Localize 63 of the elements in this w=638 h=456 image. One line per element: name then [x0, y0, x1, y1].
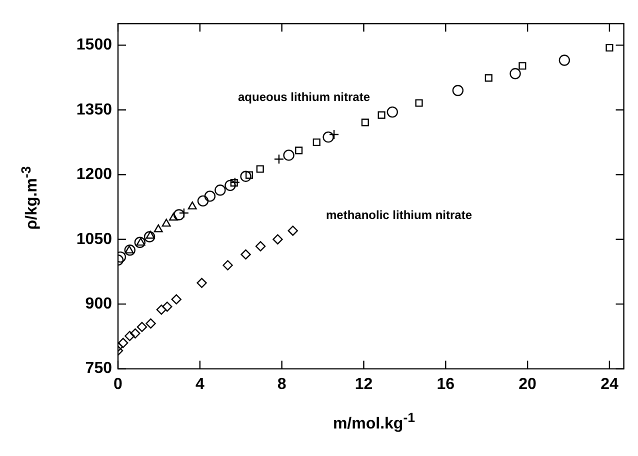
point [144, 231, 156, 242]
point [222, 260, 233, 270]
point [154, 224, 163, 232]
point [124, 244, 136, 256]
point [240, 170, 252, 182]
x-tick-label: 0 [114, 376, 123, 393]
point [452, 84, 464, 96]
y-tick-label: 900 [85, 295, 112, 312]
point [510, 68, 521, 80]
point [173, 209, 185, 220]
point [171, 294, 182, 304]
point [386, 106, 398, 118]
point [322, 131, 334, 143]
annotation: methanolic lithium nitrate [326, 208, 472, 222]
x-tick-label: 4 [195, 376, 204, 393]
point [274, 154, 284, 164]
point [124, 330, 135, 342]
point [130, 328, 140, 339]
point [558, 54, 570, 66]
x-axis-title: m/mol.kg$^{-1}$ [332, 410, 416, 434]
point [240, 249, 251, 260]
point [295, 146, 303, 154]
point [272, 234, 283, 244]
x-tick-label: 12 [354, 376, 373, 393]
point [288, 226, 298, 236]
point [196, 278, 207, 288]
point [162, 218, 171, 227]
point [283, 150, 294, 161]
point [124, 245, 134, 254]
x-tick-label: 16 [436, 376, 455, 393]
y-tick-label: 1350 [76, 101, 112, 118]
point [312, 138, 320, 146]
point [146, 318, 156, 329]
point [606, 44, 614, 52]
x-tick-label: 8 [277, 376, 286, 393]
point [328, 129, 340, 140]
point [162, 302, 172, 312]
y-tick-label: 750 [85, 360, 112, 378]
y-tick-label: 1200 [76, 166, 112, 184]
point [169, 212, 178, 221]
point [156, 304, 167, 315]
point [188, 201, 197, 210]
point [245, 171, 254, 179]
point [361, 118, 369, 126]
point [256, 165, 264, 173]
y-tick-label: 1050 [76, 230, 112, 248]
point [214, 184, 226, 196]
annotation: aqueous lithium nitrate [238, 90, 370, 104]
point [224, 180, 236, 192]
point [178, 208, 190, 218]
point [146, 230, 155, 239]
point [118, 338, 128, 348]
point [136, 322, 148, 332]
point [518, 62, 526, 70]
y-tick-label: 1500 [76, 36, 112, 54]
point [378, 111, 386, 119]
point [255, 241, 266, 252]
point [484, 74, 492, 82]
point [415, 99, 423, 107]
point [204, 190, 216, 202]
x-tick-label: 24 [600, 376, 618, 393]
point [197, 195, 209, 207]
x-tick-label: 20 [518, 376, 537, 393]
